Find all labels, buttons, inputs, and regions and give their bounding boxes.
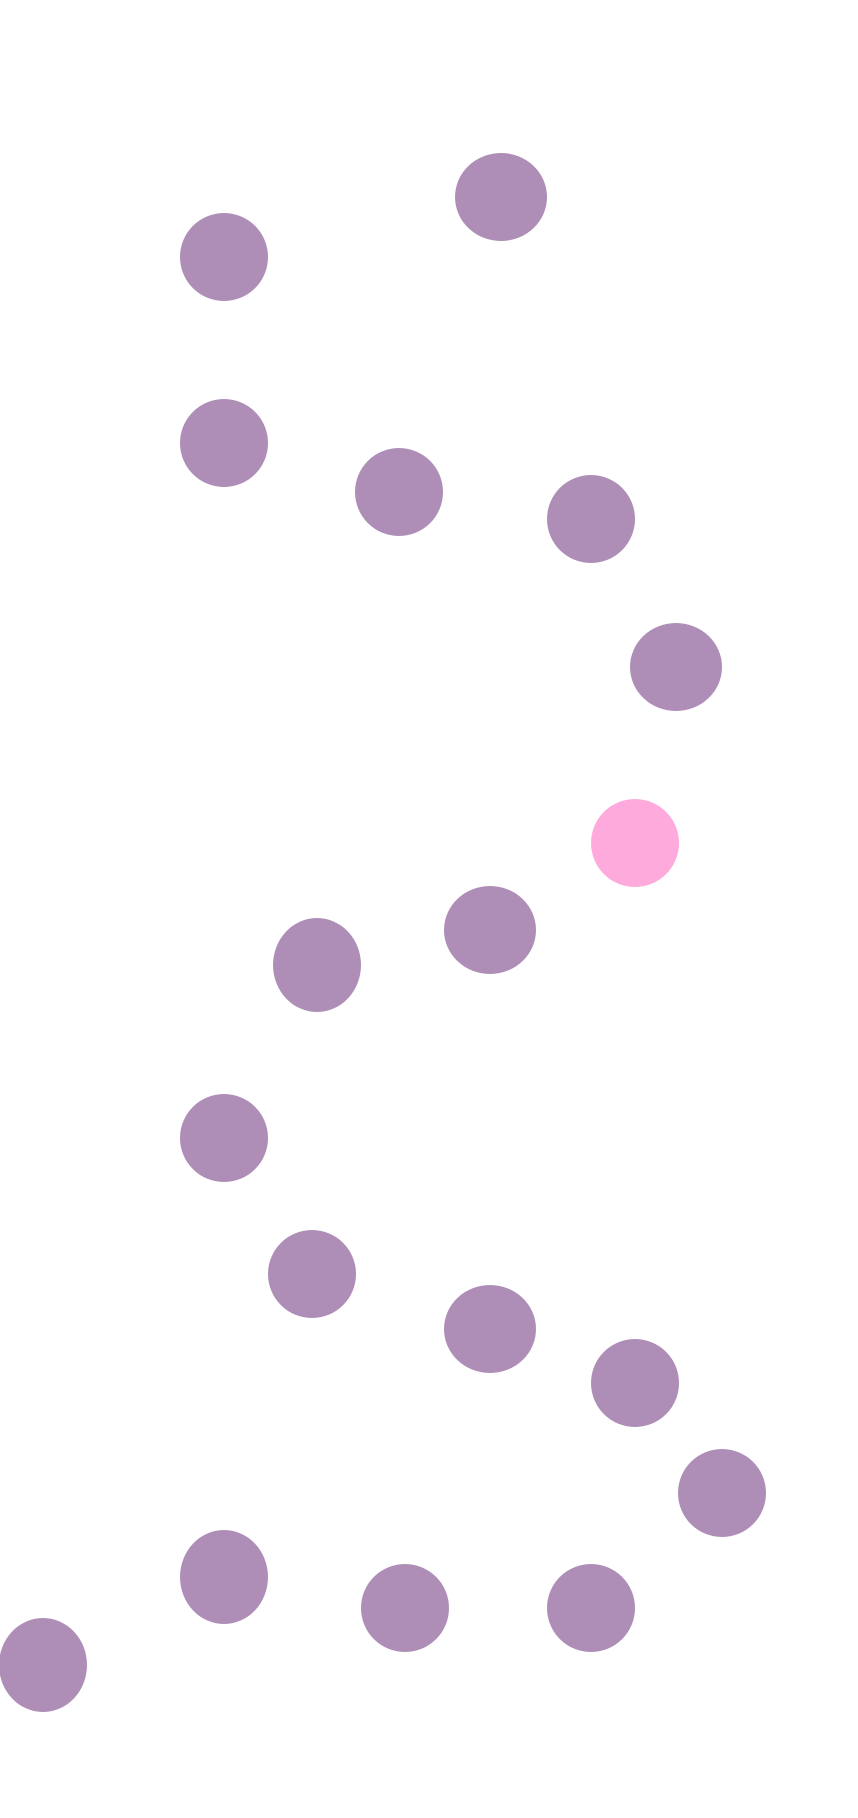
dot[interactable] [444, 886, 536, 974]
dot[interactable] [547, 1564, 635, 1652]
dot[interactable] [355, 448, 443, 536]
highlighted-dot[interactable] [591, 799, 679, 887]
dot[interactable] [591, 1339, 679, 1427]
dot[interactable] [0, 1618, 87, 1712]
dot[interactable] [180, 213, 268, 301]
dot[interactable] [180, 1530, 268, 1624]
dot[interactable] [180, 1094, 268, 1182]
dot[interactable] [630, 623, 722, 711]
dot[interactable] [444, 1285, 536, 1373]
dot[interactable] [268, 1230, 356, 1318]
dot[interactable] [678, 1449, 766, 1537]
dot[interactable] [180, 399, 268, 487]
dot[interactable] [361, 1564, 449, 1652]
dot[interactable] [273, 918, 361, 1012]
dot[interactable] [455, 153, 547, 241]
dot[interactable] [547, 475, 635, 563]
